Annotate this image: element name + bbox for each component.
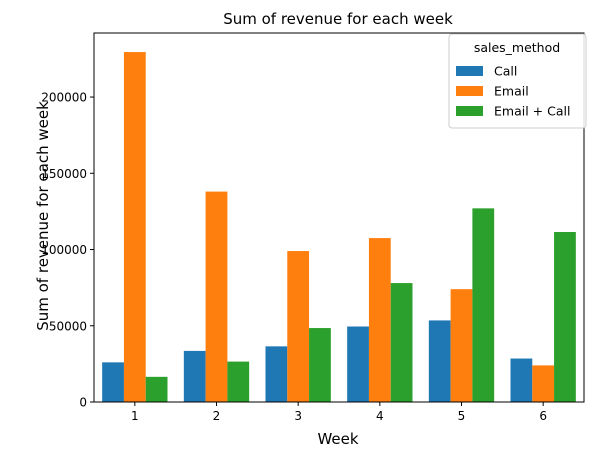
bar-week-5-email-call: [472, 208, 495, 402]
chart-title: Sum of revenue for each week: [223, 10, 453, 28]
legend-swatch: [456, 106, 483, 116]
y-tick-label: 150000: [41, 167, 87, 181]
x-axis-label: Week: [317, 430, 358, 448]
bar-week-2-call: [183, 350, 206, 402]
bar-week-4-email: [368, 238, 391, 402]
bar-week-6-email-call: [554, 231, 576, 402]
bar-week-6-call: [510, 358, 533, 402]
bar-week-5-call: [428, 320, 451, 402]
bar-week-5-email: [450, 289, 473, 402]
bar-week-1-call: [102, 362, 124, 402]
bar-week-1-email-call: [145, 376, 168, 402]
y-tick-label: 0: [79, 396, 87, 410]
bar-week-1-email: [123, 52, 146, 403]
bar-week-3-email: [287, 251, 310, 402]
legend-items: Call Email Email + Call: [456, 64, 570, 119]
bar-week-3-email-call: [309, 328, 331, 402]
x-tick-label: 1: [131, 409, 139, 423]
legend-swatch: [456, 66, 483, 76]
legend-frame: [448, 33, 587, 129]
y-tick-label: 200000: [41, 91, 87, 105]
x-tick-label: 4: [376, 409, 384, 423]
legend-label: Email + Call: [494, 104, 570, 119]
bars-group: [102, 52, 576, 403]
y-tick-label: 100000: [41, 243, 87, 257]
y-tick-label: 50000: [49, 319, 87, 333]
x-tick-label: 6: [539, 409, 547, 423]
bar-week-4-email-call: [390, 283, 413, 402]
x-tick-label: 2: [213, 409, 221, 423]
bar-week-4-call: [347, 326, 369, 402]
legend-label: Email: [494, 84, 529, 99]
legend-swatch: [456, 86, 483, 96]
legend-title: sales_method: [474, 40, 560, 55]
plot-frame: [93, 32, 585, 403]
legend-label: Call: [494, 64, 517, 79]
x-tick-label: 3: [294, 409, 302, 423]
bar-week-6-email: [532, 365, 555, 402]
legend: sales_method Call Email Email + Call: [448, 33, 587, 129]
plot-area: 0 50000 100000 150000 200000 1 2 3 4 5 6: [41, 32, 585, 423]
axes-group: 0 50000 100000 150000 200000 1 2 3 4 5 6: [41, 32, 585, 423]
bar-week-3-call: [265, 346, 288, 402]
y-axis-label: Sum of revenue for each week: [34, 101, 52, 331]
x-tick-label: 5: [458, 409, 466, 423]
bar-week-2-email: [205, 191, 228, 402]
bar-week-2-email-call: [227, 361, 250, 402]
